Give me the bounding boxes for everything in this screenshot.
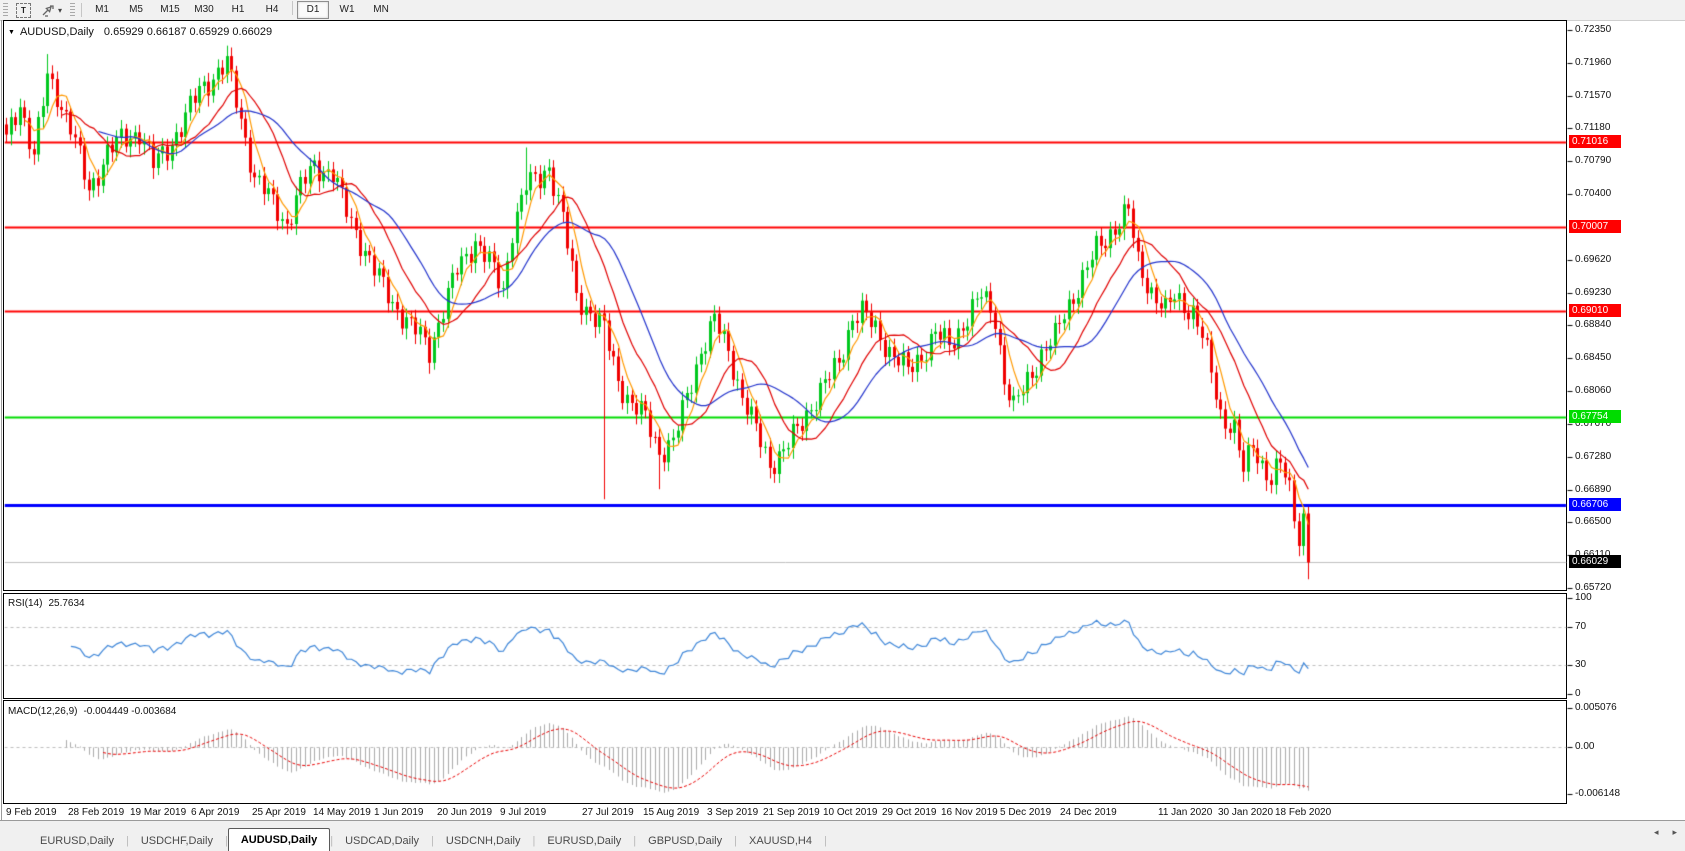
price-tick-label: 0.67280 [1575, 450, 1612, 462]
price-tick-label: 0.70790 [1575, 155, 1612, 167]
date-tick-label: 29 Oct 2019 [882, 807, 937, 818]
date-tick-label: 15 Aug 2019 [643, 807, 700, 818]
date-tick-label: 27 Jul 2019 [582, 807, 634, 818]
tab-separator: | [532, 835, 536, 847]
date-tick-label: 19 Mar 2019 [130, 807, 187, 818]
rsi-scale-label: 70 [1575, 620, 1587, 632]
price-tick-label: 0.72350 [1575, 24, 1612, 35]
chart-tab-gbpusd-daily[interactable]: GBPUSD,Daily [648, 835, 723, 847]
chart-tab-audusd-daily[interactable]: AUDUSD,Daily [227, 828, 331, 851]
date-tick-label: 9 Feb 2019 [6, 807, 57, 818]
date-tick-label: 25 Apr 2019 [252, 807, 306, 818]
chart-tab-xauusd-h4[interactable]: XAUUSD,H4 [748, 835, 812, 847]
price-tick-label: 0.71570 [1575, 89, 1612, 101]
date-tick-label: 6 Apr 2019 [191, 807, 240, 818]
level-price-badge: 0.69010 [1569, 304, 1621, 318]
price-tick-label: 0.68450 [1575, 352, 1612, 364]
chart-tab-usdcad-daily[interactable]: USDCAD,Daily [345, 835, 420, 847]
price-tick-label: 0.66110 [1575, 549, 1610, 560]
date-tick-label: 28 Feb 2019 [68, 807, 125, 818]
macd-scale-label: 0.00 [1575, 741, 1595, 752]
level-price-badge: 0.67754 [1569, 409, 1621, 423]
tab-scroll-left-icon[interactable]: ◂ [1653, 827, 1659, 837]
tab-separator: | [823, 835, 827, 847]
date-tick-label: 30 Jan 2020 [1218, 807, 1274, 818]
macd-name: MACD(12,26,9) [8, 706, 78, 717]
date-tick-label: 11 Jan 2020 [1158, 807, 1213, 818]
chart-symbol-label: AUDUSD,Daily [19, 26, 94, 38]
chart-symbol-caret-icon[interactable]: ▼ [8, 28, 15, 36]
price-tick-label: 0.66890 [1575, 483, 1612, 495]
date-tick-label: 20 Jun 2019 [437, 807, 493, 818]
date-tick-label: 18 Feb 2020 [1275, 807, 1332, 818]
price-tick-label: 0.68840 [1575, 319, 1612, 331]
date-axis[interactable]: 9 Feb 2019 28 Feb 2019 19 Mar 2019 6 Apr 20… [3, 804, 1567, 820]
tab-separator: | [633, 835, 637, 847]
macd-label: MACD(12,26,9) -0.004449 -0.003684 [8, 706, 176, 717]
macd-scale-label: 0.005076 [1575, 702, 1617, 713]
price-tick-label: 0.65720 [1575, 582, 1612, 593]
tab-scroll-arrows: ◂ ▸ [1654, 827, 1677, 838]
macd-scale-label: -0.006148 [1575, 788, 1621, 800]
price-tick-label: 0.68060 [1575, 385, 1612, 397]
date-tick-label: 10 Oct 2019 [823, 807, 878, 818]
chart-tabs: EURUSD,Daily | USDCHF,Daily | AUDUSD,Daily | U… [28, 827, 827, 851]
rsi-scale-label: 100 [1575, 592, 1592, 603]
date-tick-label: 1 Jun 2019 [374, 807, 424, 818]
date-tick-label: 3 Sep 2019 [707, 807, 759, 818]
rsi-scale-label: 0 [1575, 688, 1581, 699]
price-scale[interactable]: 0.72350 0.71960 0.71570 0.71180 0.70790 0.704… [1568, 20, 1685, 820]
chart-tab-usdcnh-daily[interactable]: USDCNH,Daily [445, 835, 521, 847]
level-price-badge: 0.71016 [1569, 135, 1621, 149]
price-tick-label: 0.67670 [1575, 417, 1612, 429]
date-tick-label: 9 Jul 2019 [500, 807, 547, 818]
price-tick-label: 0.69230 [1575, 286, 1612, 298]
date-tick-label: 24 Dec 2019 [1060, 807, 1117, 818]
price-tick-label: 0.71960 [1575, 56, 1612, 68]
tab-separator: | [734, 835, 737, 847]
chart-tab-usdchf-daily[interactable]: USDCHF,Daily [140, 835, 213, 847]
price-tick-label: 0.71180 [1575, 122, 1611, 134]
price-tick-label: 0.66500 [1575, 516, 1612, 528]
chart-ohlc-quote: 0.65929 0.66187 0.65929 0.66029 [103, 26, 273, 38]
rsi-value: 25.7634 [48, 598, 85, 609]
chart-header: ▼ AUDUSD,Daily 0.65929 0.66187 0.65929 0… [8, 26, 272, 38]
chart-tab-eurusd-daily[interactable]: EURUSD,Daily [547, 835, 622, 847]
chart-tab-bar: EURUSD,Daily | USDCHF,Daily | AUDUSD,Daily | U… [0, 820, 1685, 851]
chart-tab-eurusd-daily[interactable]: EURUSD,Daily [40, 835, 114, 847]
date-tick-label: 21 Sep 2019 [763, 807, 820, 818]
date-tick-label: 14 May 2019 [313, 807, 371, 818]
level-price-badge: 0.70007 [1569, 220, 1621, 234]
date-tick-label: 16 Nov 2019 [941, 807, 998, 818]
tab-separator: | [125, 835, 129, 847]
rsi-label: RSI(14) 25.7634 [8, 598, 85, 609]
price-tick-label: 0.69620 [1575, 253, 1612, 265]
rsi-scale-label: 30 [1575, 659, 1587, 671]
tab-separator: | [431, 835, 434, 847]
bid-price-badge: 0.66029 [1569, 554, 1621, 568]
date-tick-label: 5 Dec 2019 [1000, 807, 1052, 818]
level-price-badge: 0.66706 [1569, 498, 1621, 511]
tab-scroll-right-icon[interactable]: ▸ [1672, 827, 1677, 837]
tab-separator: | [330, 835, 334, 847]
tab-separator: | [224, 835, 228, 847]
price-tick-label: 0.70400 [1575, 188, 1612, 200]
rsi-name: RSI(14) [8, 598, 43, 609]
macd-values: -0.004449 -0.003684 [83, 706, 177, 717]
